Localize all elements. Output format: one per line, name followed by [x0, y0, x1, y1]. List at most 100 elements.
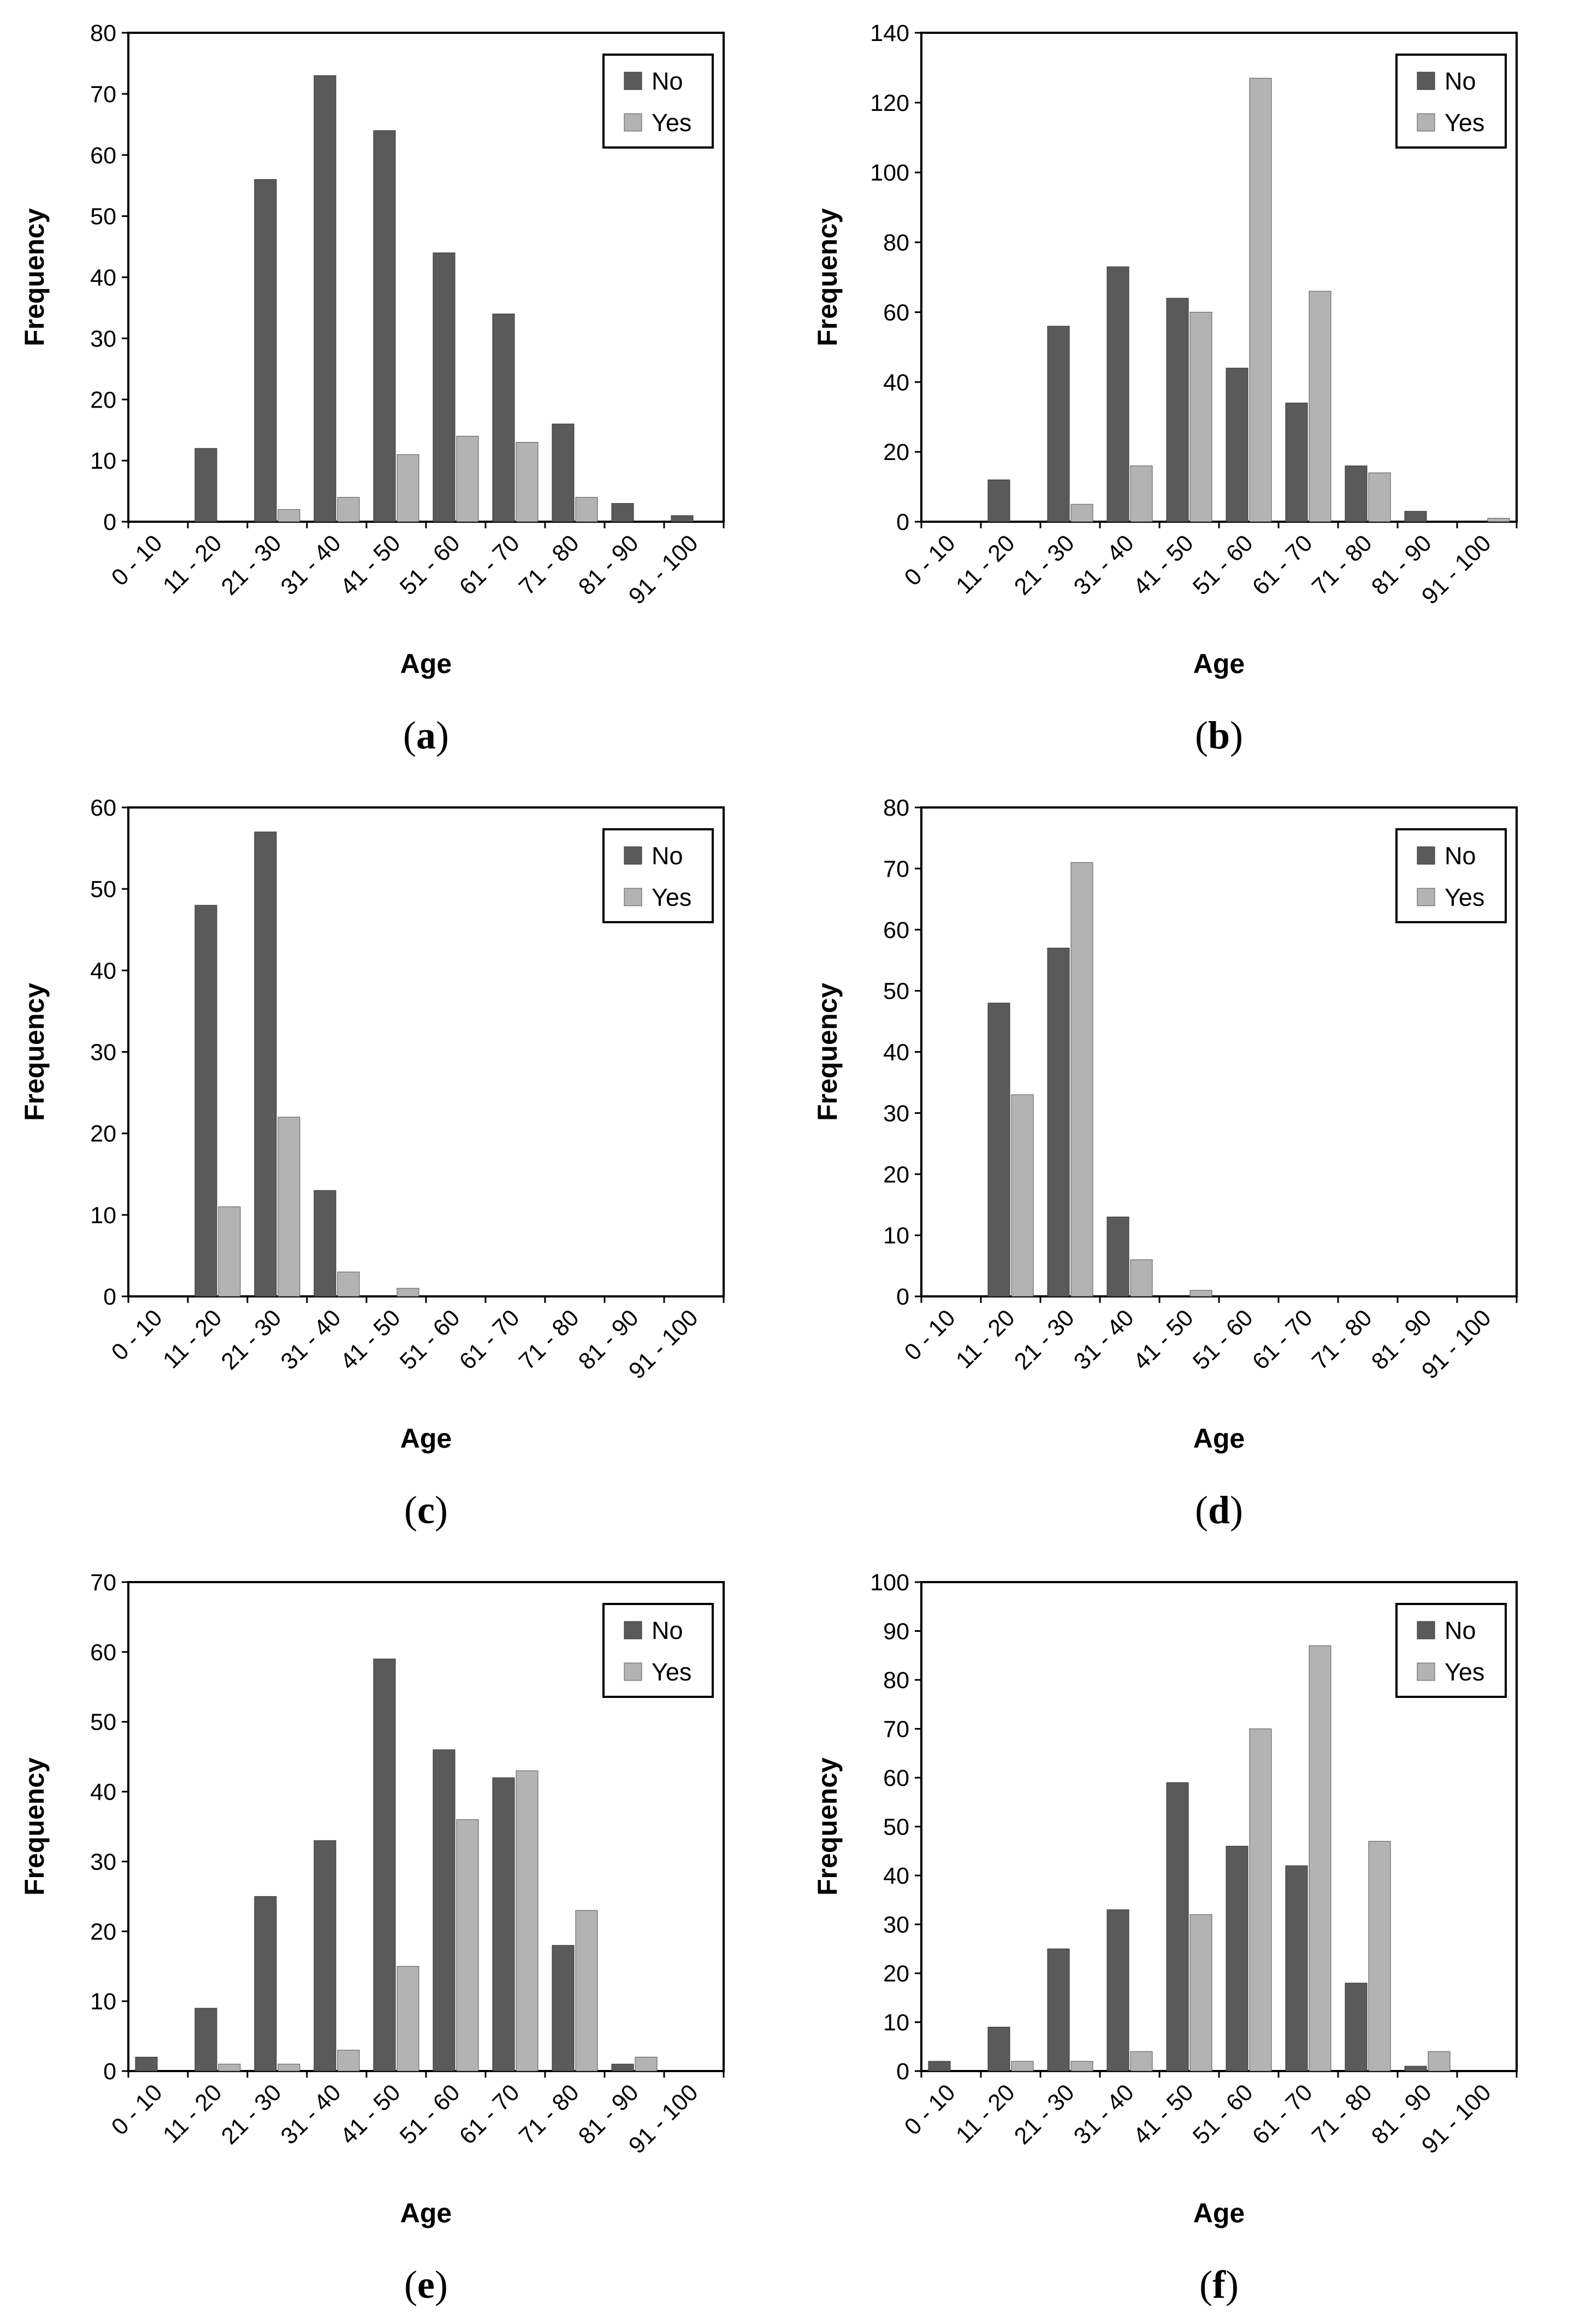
chart-panel-b: 0 20 40 60 80 100 120 140 0 - 10 11 - 20 21 - 30 31… [793, 0, 1586, 775]
bar-no [373, 130, 396, 522]
y-axis-title: Frequency [19, 208, 50, 346]
bar-yes [337, 1271, 360, 1297]
bar-no [1166, 1782, 1189, 2072]
x-tick-label: 71 - 80 [514, 1305, 584, 1375]
bar-yes [1368, 473, 1391, 522]
chart-panel-d: 0 10 20 30 40 50 60 70 80 0 - 10 11 - 20 21 - 30 31 … [793, 775, 1586, 1549]
legend-label-yes: Yes [1445, 109, 1484, 137]
bar-yes [397, 454, 419, 522]
bar-no [194, 448, 217, 522]
panel-label: (a) [403, 713, 449, 757]
y-tick-label: 60 [90, 143, 116, 169]
panel-label: (d) [1195, 1488, 1243, 1532]
legend-swatch-yes [1417, 1662, 1435, 1681]
chart-panel-e: 0 10 20 30 40 50 60 70 0 - 10 11 - 20 21 - 30 31 - … [0, 1549, 793, 2324]
x-tick-label: 41 - 50 [1128, 2079, 1199, 2150]
y-tick-label: 50 [90, 1709, 116, 1736]
bar-yes [397, 1966, 419, 2072]
x-tick-label: 41 - 50 [335, 2079, 406, 2150]
bar-no [1404, 511, 1427, 522]
bar-no [552, 423, 575, 522]
y-tick-label: 100 [870, 1570, 909, 1596]
x-tick-label: 61 - 70 [1247, 2079, 1318, 2150]
bar-no [433, 1749, 455, 2072]
bar-no [254, 179, 277, 522]
y-tick-label: 30 [883, 1912, 909, 1938]
x-tick-label: 71 - 80 [1307, 530, 1377, 600]
legend: No Yes [602, 54, 714, 149]
y-tick-label: 20 [883, 439, 909, 465]
y-tick-label: 60 [90, 1639, 116, 1666]
bar-no [1345, 1983, 1368, 2072]
legend-swatch-yes [624, 888, 642, 906]
bar-no [1285, 1865, 1308, 2072]
x-tick-label: 51 - 60 [1188, 530, 1258, 600]
bar-no [254, 831, 277, 1297]
chart-panel-f: 0 10 20 30 40 50 60 70 80 90 100 0 - 10 11 - 20 21 - … [793, 1549, 1586, 2324]
bar-yes [1249, 1729, 1272, 2072]
legend: No Yes [1395, 1603, 1507, 1698]
x-tick-label: 0 - 10 [899, 1305, 961, 1366]
bar-no [1404, 2066, 1427, 2072]
bar-yes [1190, 311, 1212, 522]
y-tick-label: 40 [90, 1779, 116, 1806]
legend-label-yes: Yes [652, 109, 691, 137]
x-tick-label: 21 - 30 [1009, 2079, 1080, 2150]
bar-no [928, 2061, 951, 2072]
y-tick-label: 0 [896, 2058, 909, 2085]
x-tick-label: 0 - 10 [106, 530, 168, 591]
legend-swatch-no [1417, 1621, 1435, 1639]
bar-no [313, 1840, 336, 2072]
bar-yes [1428, 2051, 1451, 2072]
y-tick-label: 0 [103, 509, 116, 535]
bar-yes [1130, 465, 1153, 522]
panel-label: (c) [404, 1488, 448, 1532]
bar-yes [1190, 1914, 1212, 2072]
x-tick-label: 11 - 20 [158, 2079, 227, 2148]
y-axis-title: Frequency [19, 983, 50, 1121]
y-tick-label: 20 [883, 1961, 909, 1987]
legend-swatch-no [1417, 846, 1435, 865]
legend-swatch-yes [624, 113, 642, 132]
bar-no [313, 75, 336, 522]
bar-no [194, 905, 217, 1297]
y-tick-label: 30 [90, 1849, 116, 1875]
legend-box [602, 1603, 714, 1698]
bar-yes [1309, 1645, 1331, 2072]
x-tick-label: 0 - 10 [106, 1305, 168, 1366]
bar-yes [337, 497, 360, 522]
x-tick-label: 51 - 60 [1188, 1305, 1258, 1375]
y-tick-label: 30 [90, 1040, 116, 1066]
x-tick-label: 71 - 80 [514, 530, 584, 600]
legend: No Yes [1395, 828, 1507, 923]
y-tick-label: 60 [883, 917, 909, 943]
x-tick-label: 31 - 40 [1069, 2079, 1139, 2150]
bar-no [492, 314, 515, 522]
legend-label-yes: Yes [652, 1658, 691, 1686]
x-tick-label: 61 - 70 [454, 2079, 525, 2150]
chart-panel-c: 0 10 20 30 40 50 60 0 - 10 11 - 20 21 - 30 31 - 40… [0, 775, 793, 1549]
bar-yes [1487, 518, 1510, 522]
bar-yes [456, 435, 479, 522]
legend-swatch-no [624, 1621, 642, 1639]
bar-yes [277, 2063, 300, 2072]
x-axis-title: Age [1193, 648, 1245, 679]
bar-yes [1249, 78, 1272, 522]
y-tick-label: 40 [90, 958, 116, 984]
bar-yes [1190, 1290, 1212, 1297]
bar-yes [277, 1117, 300, 1297]
y-tick-label: 70 [883, 856, 909, 882]
legend-box [602, 54, 714, 149]
x-tick-label: 0 - 10 [106, 2079, 168, 2140]
y-axis-title: Frequency [812, 983, 843, 1121]
bar-no [1047, 326, 1070, 522]
bar-yes [635, 2056, 658, 2072]
legend-swatch-no [624, 846, 642, 865]
x-tick-label: 41 - 50 [1128, 1305, 1199, 1375]
bar-yes [1368, 1841, 1391, 2072]
bar-yes [1070, 504, 1093, 522]
bar-yes [1130, 2051, 1153, 2072]
